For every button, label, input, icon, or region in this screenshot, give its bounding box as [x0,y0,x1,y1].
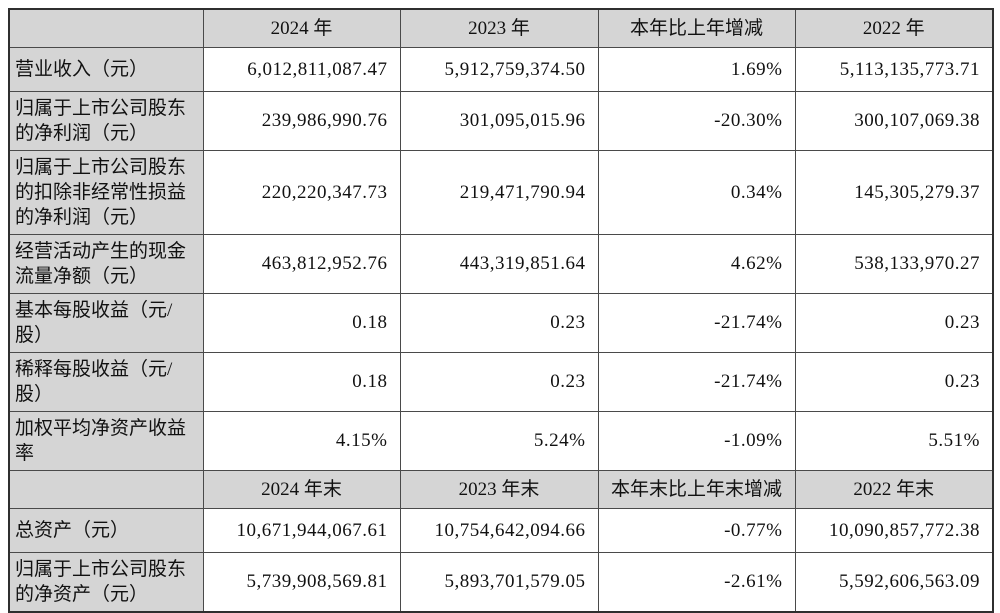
value-2022: 5,113,135,773.71 [794,46,994,92]
table-row-operating-cash-flow: 经营活动产生的现金流量净额（元） 463,812,952.76 443,319,… [8,233,994,294]
value-2022: 300,107,069.38 [794,90,994,151]
header-2022-end: 2022 年末 [794,469,994,509]
row-label: 经营活动产生的现金流量净额（元） [8,233,204,294]
table-row-total-assets: 总资产（元） 10,671,944,067.61 10,754,642,094.… [8,507,994,553]
header-2024: 2024 年 [202,8,401,48]
value-2022: 5.51% [794,410,994,471]
value-2023: 0.23 [399,292,599,353]
value-2023: 443,319,851.64 [399,233,599,294]
value-change: -21.74% [597,351,796,412]
value-2023: 5,893,701,579.05 [399,551,599,612]
value-2023: 0.23 [399,351,599,412]
value-2023: 10,754,642,094.66 [399,507,599,553]
value-2022: 538,133,970.27 [794,233,994,294]
value-change: -21.74% [597,292,796,353]
table-row-weighted-avg-roe: 加权平均净资产收益率 4.15% 5.24% -1.09% 5.51% [8,410,994,471]
value-2023: 5.24% [399,410,599,471]
value-2022: 145,305,279.37 [794,149,994,235]
header-row-year-end: 2024 年末 2023 年末 本年末比上年末增减 2022 年末 [8,469,994,509]
value-2022: 0.23 [794,351,994,412]
value-2024: 6,012,811,087.47 [202,46,401,92]
header-2022: 2022 年 [794,8,994,48]
row-label: 加权平均净资产收益率 [8,410,204,471]
header-2024-end: 2024 年末 [202,469,401,509]
value-2024: 0.18 [202,292,401,353]
header-row-annual: 2024 年 2023 年 本年比上年增减 2022 年 [8,8,994,48]
financial-summary-table: 2024 年 2023 年 本年比上年增减 2022 年 营业收入（元） 6,0… [8,8,994,613]
value-2024: 10,671,944,067.61 [202,507,401,553]
table-row-net-profit-excl-nonrecurring: 归属于上市公司股东的扣除非经常性损益的净利润（元） 220,220,347.73… [8,149,994,235]
value-change: 1.69% [597,46,796,92]
table-row-diluted-eps: 稀释每股收益（元/股） 0.18 0.23 -21.74% 0.23 [8,351,994,412]
row-label: 归属于上市公司股东的净资产（元） [8,551,204,612]
table-row-net-assets: 归属于上市公司股东的净资产（元） 5,739,908,569.81 5,893,… [8,551,994,612]
value-2023: 301,095,015.96 [399,90,599,151]
header-2023-end: 2023 年末 [399,469,599,509]
header-yoy-change: 本年比上年增减 [597,8,796,48]
header-2023: 2023 年 [399,8,599,48]
table-row-revenue: 营业收入（元） 6,012,811,087.47 5,912,759,374.5… [8,46,994,92]
value-change: -0.77% [597,507,796,553]
value-2024: 239,986,990.76 [202,90,401,151]
value-2022: 10,090,857,772.38 [794,507,994,553]
value-2023: 5,912,759,374.50 [399,46,599,92]
value-change: -20.30% [597,90,796,151]
table-row-basic-eps: 基本每股收益（元/股） 0.18 0.23 -21.74% 0.23 [8,292,994,353]
header-empty-cell [8,8,204,48]
value-change: -2.61% [597,551,796,612]
value-2024: 5,739,908,569.81 [202,551,401,612]
value-2024: 4.15% [202,410,401,471]
header-year-end-change: 本年末比上年末增减 [597,469,796,509]
value-change: -1.09% [597,410,796,471]
row-label: 总资产（元） [8,507,204,553]
value-2024: 0.18 [202,351,401,412]
header-empty-cell [8,469,204,509]
row-label: 归属于上市公司股东的净利润（元） [8,90,204,151]
value-2022: 5,592,606,563.09 [794,551,994,612]
row-label: 营业收入（元） [8,46,204,92]
value-2023: 219,471,790.94 [399,149,599,235]
value-2024: 220,220,347.73 [202,149,401,235]
value-2022: 0.23 [794,292,994,353]
row-label: 稀释每股收益（元/股） [8,351,204,412]
value-change: 4.62% [597,233,796,294]
row-label: 基本每股收益（元/股） [8,292,204,353]
table-row-net-profit: 归属于上市公司股东的净利润（元） 239,986,990.76 301,095,… [8,90,994,151]
row-label: 归属于上市公司股东的扣除非经常性损益的净利润（元） [8,149,204,235]
value-2024: 463,812,952.76 [202,233,401,294]
value-change: 0.34% [597,149,796,235]
